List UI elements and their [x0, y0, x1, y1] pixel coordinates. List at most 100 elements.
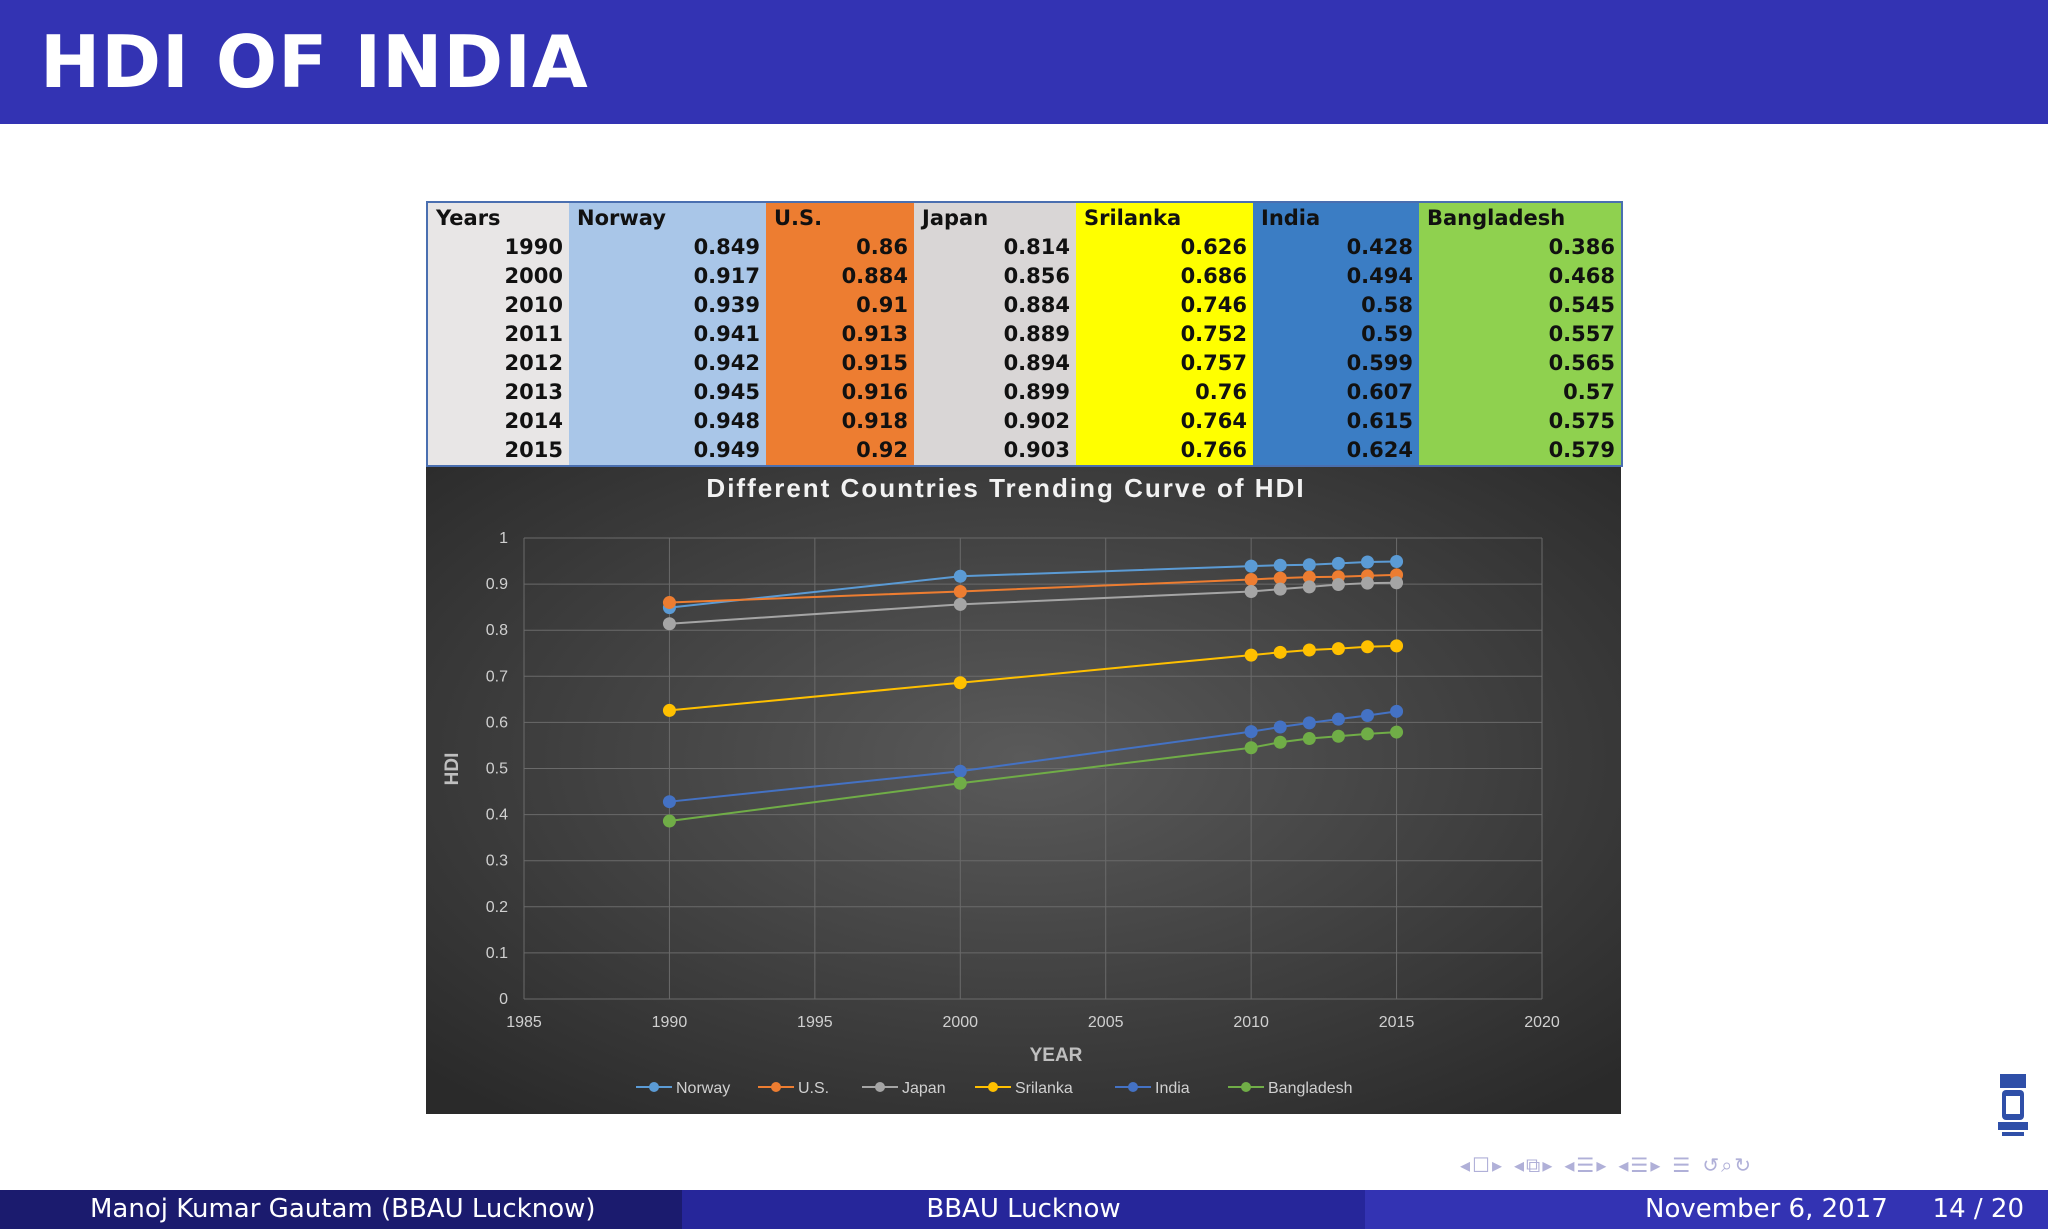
table-cell: 2015	[427, 435, 569, 466]
data-point-india	[953, 764, 967, 778]
table-cell: 0.757	[1076, 348, 1253, 378]
nav-search-icon[interactable]: ↺⌕↻	[1702, 1153, 1754, 1177]
data-point-srilanka	[1273, 645, 1287, 659]
y-tick-label: 0.7	[486, 668, 508, 685]
table-row: 2000 0.917 0.884 0.856 0.686 0.494 0.468	[427, 261, 1622, 291]
table-cell: 0.92	[766, 435, 914, 466]
table-cell: 0.386	[1419, 232, 1622, 262]
footer-page-number: 14 / 20	[1932, 1194, 2024, 1224]
header-bangladesh: Bangladesh	[1419, 202, 1622, 232]
footer-date-page: November 6, 2017 14 / 20	[1365, 1190, 2048, 1229]
table-cell: 0.752	[1076, 319, 1253, 349]
nav-frame-prev-icon[interactable]: ◂☐▸	[1460, 1153, 1505, 1177]
table-cell: 0.889	[914, 319, 1076, 349]
legend-label-india: India	[1155, 1080, 1190, 1097]
table-cell: 0.599	[1253, 348, 1419, 378]
table-cell: 0.884	[766, 261, 914, 291]
data-point-norway	[1302, 558, 1316, 572]
table-cell: 0.626	[1076, 232, 1253, 262]
x-tick-label: 1995	[797, 1014, 833, 1031]
legend-label-japan: Japan	[902, 1080, 946, 1097]
data-point-bangladesh	[953, 776, 967, 790]
table-cell: 0.86	[766, 232, 914, 262]
chart-y-axis-label: HDI	[442, 753, 463, 786]
table-row: 2010 0.939 0.91 0.884 0.746 0.58 0.545	[427, 290, 1622, 320]
table-row: 2011 0.941 0.913 0.889 0.752 0.59 0.557	[427, 319, 1622, 349]
table-cell: 0.607	[1253, 377, 1419, 407]
beamer-navigation: ◂☐▸ ◂⧉▸ ◂☰▸ ◂☰▸ ☰ ↺⌕↻	[1460, 1150, 1753, 1180]
y-tick-label: 0	[499, 991, 508, 1008]
data-point-india	[1273, 720, 1287, 734]
data-point-india	[1244, 725, 1258, 739]
header-us: U.S.	[766, 202, 914, 232]
data-point-india	[1331, 712, 1345, 726]
data-point-japan	[1360, 576, 1374, 590]
data-point-bangladesh	[1331, 729, 1345, 743]
y-tick-label: 0.8	[486, 622, 508, 639]
table-row: 2015 0.949 0.92 0.903 0.766 0.624 0.579	[427, 435, 1622, 466]
chart-tick-labels: 0 0.1 0.2 0.3 0.4 0.5 0.6 0.7 0.8 0.9 1 1985 1990 199…	[486, 530, 1560, 1031]
data-point-norway	[1244, 559, 1258, 573]
table-cell: 2010	[427, 290, 569, 320]
y-tick-label: 1	[499, 530, 508, 547]
nav-subsection-icon[interactable]: ◂⧉▸	[1514, 1153, 1555, 1177]
data-point-srilanka	[1244, 648, 1258, 662]
table-cell: 0.884	[914, 290, 1076, 320]
table-cell: 0.615	[1253, 406, 1419, 436]
header-india: India	[1253, 202, 1419, 232]
data-point-srilanka	[1390, 639, 1404, 653]
y-tick-label: 0.1	[486, 945, 508, 962]
table-cell: 2000	[427, 261, 569, 291]
table-cell: 0.917	[569, 261, 766, 291]
data-point-japan	[1302, 580, 1316, 594]
footer-author: Manoj Kumar Gautam (BBAU Lucknow)	[0, 1190, 682, 1229]
nav-section-icon[interactable]: ◂☰▸	[1564, 1153, 1609, 1177]
table-cell: 0.766	[1076, 435, 1253, 466]
data-point-norway	[1390, 555, 1404, 569]
table-cell: 0.624	[1253, 435, 1419, 466]
y-tick-label: 0.3	[486, 853, 508, 870]
data-point-srilanka	[1331, 642, 1345, 656]
table-cell: 0.764	[1076, 406, 1253, 436]
hdi-figure: Years Norway U.S. Japan Srilanka India B…	[426, 201, 1623, 1114]
x-tick-label: 2020	[1524, 1014, 1560, 1031]
data-point-norway	[953, 569, 967, 583]
data-point-japan	[1273, 582, 1287, 596]
legend-marker-japan	[875, 1082, 885, 1092]
nav-menu-icon[interactable]: ☰	[1672, 1153, 1693, 1177]
slide-title: HDI OF INDIA	[40, 20, 589, 104]
data-point-bangladesh	[1244, 741, 1258, 755]
table-cell: 0.814	[914, 232, 1076, 262]
legend-marker-bangladesh	[1241, 1082, 1251, 1092]
data-point-india	[1302, 716, 1316, 730]
table-cell: 0.91	[766, 290, 914, 320]
hdi-line-chart: Different Countries Trending Curve of HD…	[426, 467, 1621, 1114]
legend-marker-india	[1128, 1082, 1138, 1092]
nav-outline-icon[interactable]: ◂☰▸	[1618, 1153, 1663, 1177]
legend-label-norway: Norway	[676, 1080, 730, 1097]
table-cell: 0.915	[766, 348, 914, 378]
x-tick-label: 2015	[1379, 1014, 1415, 1031]
slide-footer: Manoj Kumar Gautam (BBAU Lucknow) BBAU L…	[0, 1190, 2048, 1229]
table-header-row: Years Norway U.S. Japan Srilanka India B…	[427, 202, 1622, 232]
table-cell: 0.468	[1419, 261, 1622, 291]
table-cell: 0.746	[1076, 290, 1253, 320]
legend-marker-us	[771, 1082, 781, 1092]
data-point-japan	[1390, 576, 1404, 590]
data-point-india	[1390, 704, 1404, 718]
table-cell: 2011	[427, 319, 569, 349]
table-cell: 0.579	[1419, 435, 1622, 466]
data-point-india	[662, 795, 676, 809]
x-tick-label: 1990	[652, 1014, 688, 1031]
y-tick-label: 0.6	[486, 714, 508, 731]
y-tick-label: 0.9	[486, 576, 508, 593]
data-point-bangladesh	[662, 814, 676, 828]
y-tick-label: 0.5	[486, 761, 508, 778]
table-cell: 0.913	[766, 319, 914, 349]
hdi-table: Years Norway U.S. Japan Srilanka India B…	[426, 201, 1623, 467]
table-cell: 0.849	[569, 232, 766, 262]
table-cell: 0.942	[569, 348, 766, 378]
table-cell: 0.557	[1419, 319, 1622, 349]
table-cell: 0.902	[914, 406, 1076, 436]
x-tick-label: 2005	[1088, 1014, 1124, 1031]
